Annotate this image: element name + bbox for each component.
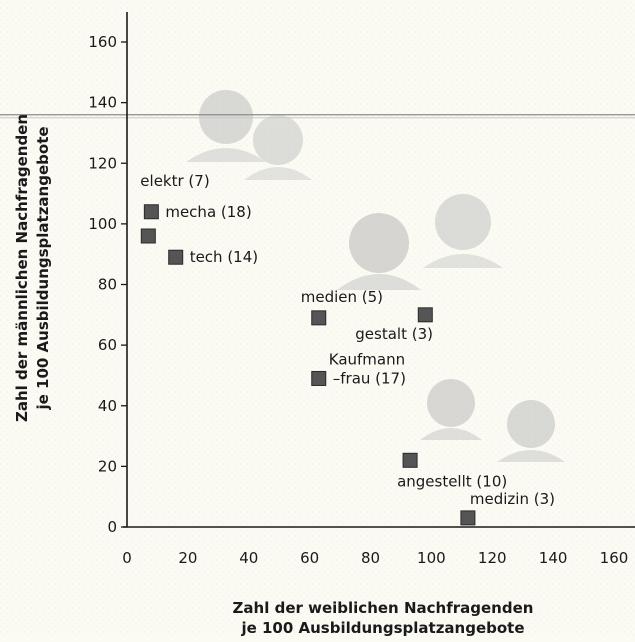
x-tick-label: 160 (600, 549, 629, 567)
x-tick-label: 40 (239, 549, 258, 567)
x-tick-label: 100 (417, 549, 446, 567)
data-point-label: gestalt (3) (355, 325, 433, 343)
data-point-label: medien (5) (301, 288, 383, 306)
data-point-label: Kaufmann (329, 350, 405, 368)
x-axis-title-line1: Zahl der weiblichen Nachfragenden (233, 599, 534, 617)
x-tick-label: 0 (122, 549, 132, 567)
data-point-marker (402, 452, 418, 468)
x-tick-label: 120 (478, 549, 507, 567)
x-tick-label: 80 (361, 549, 380, 567)
y-tick-label: 120 (88, 154, 117, 172)
data-point-label: tech (14) (190, 248, 258, 266)
data-point-marker (140, 228, 156, 244)
y-tick-label: 160 (88, 33, 117, 51)
x-tick-label: 20 (178, 549, 197, 567)
y-tick-label: 100 (88, 215, 117, 233)
data-points: mecha (18) elektr (7) tech (14) medien (5) g… (140, 172, 555, 526)
y-axis-title-line1: Zahl der männlichen Nachfragenden (13, 114, 31, 422)
male-figure-icon (186, 90, 266, 162)
data-point-marker (168, 249, 184, 265)
male-figure-icon (244, 115, 312, 180)
x-tick-label: 140 (539, 549, 568, 567)
data-point-marker (311, 370, 327, 386)
decorative-people-illustrations (186, 90, 565, 462)
data-point-label: –frau (17) (333, 369, 406, 387)
y-tick-label: 60 (98, 336, 117, 354)
x-axis-title-line2: je 100 Ausbildungsplatzangebote (240, 619, 524, 637)
y-tick-label: 20 (98, 457, 117, 475)
y-tick-label: 40 (98, 397, 117, 415)
y-tick-label: 140 (88, 94, 117, 112)
y-tick-label: 0 (107, 518, 117, 536)
female-figure-icon (420, 379, 482, 440)
data-point-marker (143, 204, 159, 220)
data-point-marker (460, 510, 476, 526)
data-point-label: angestellt (10) (397, 472, 507, 490)
axes: 0 20 40 60 80 100 120 140 160 0 20 40 60 80 100 120 140 1… (0, 12, 635, 637)
female-figure-icon (337, 213, 421, 290)
data-point-marker (417, 307, 433, 323)
data-point-label: medizin (3) (470, 490, 555, 508)
data-point-marker (311, 310, 327, 326)
y-tick-label: 80 (98, 276, 117, 294)
male-figure-icon (423, 194, 503, 268)
x-tick-label: 60 (300, 549, 319, 567)
y-axis-title-line2: je 100 Ausbildungsplatzangebote (34, 126, 52, 410)
data-point-label: mecha (18) (165, 203, 251, 221)
female-figure-icon (497, 400, 565, 462)
data-point-label: elektr (7) (140, 172, 209, 190)
